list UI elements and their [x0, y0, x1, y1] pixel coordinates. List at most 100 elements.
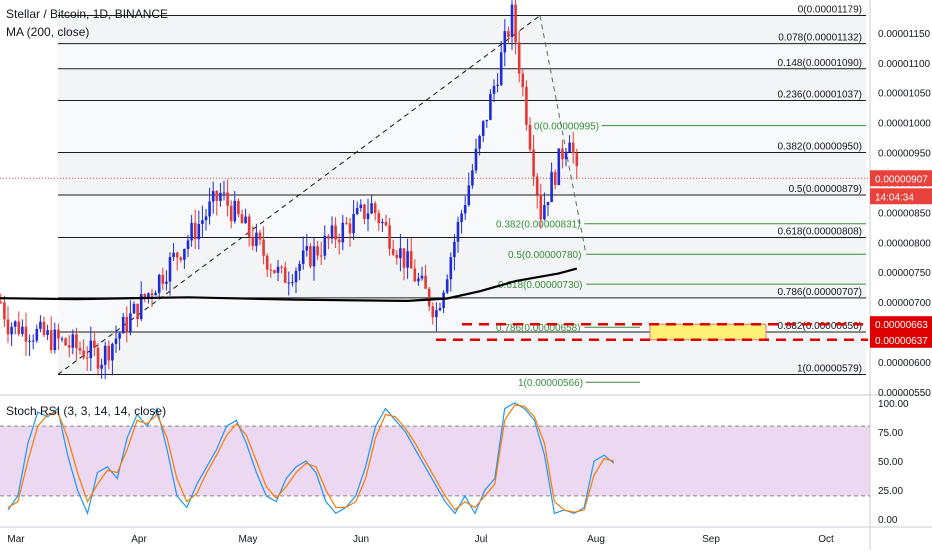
candle-body	[557, 148, 561, 185]
candle-body	[431, 306, 435, 318]
price-badge-label: 0.00000663	[875, 320, 928, 331]
candle-body	[449, 257, 453, 280]
fib-level-label: 0.882(0.00000650)	[777, 321, 862, 332]
candle-body	[453, 241, 456, 258]
candle-body	[525, 86, 528, 125]
candle-body	[341, 222, 345, 243]
time-tick-label: Oct	[818, 534, 834, 545]
candle-body	[517, 42, 521, 74]
candle-body	[496, 84, 499, 86]
candle-body	[82, 350, 85, 358]
time-tick-label: Apr	[131, 534, 147, 545]
candle-body	[521, 73, 525, 87]
symbol-title: Stellar / Bitcoin, 1D, BINANCE	[6, 7, 169, 21]
candle-body	[399, 248, 402, 259]
stoch-band	[0, 426, 870, 496]
candle-body	[337, 239, 341, 243]
candle-body	[237, 200, 240, 215]
fib-band	[58, 43, 866, 69]
candle-body	[165, 281, 168, 284]
candle-body	[24, 326, 28, 342]
price-tick-label: 0.00000800	[878, 238, 931, 249]
candle-body	[197, 224, 201, 240]
fib-level-label: 0.5(0.00000879)	[789, 184, 862, 195]
candle-body	[561, 148, 564, 160]
candle-body	[183, 248, 186, 260]
price-tick-label: 0.00000950	[878, 149, 931, 160]
price-badge-label: 0.00000907	[875, 174, 928, 185]
candle-body	[571, 142, 575, 154]
candle-body	[114, 338, 118, 344]
candle-body	[21, 326, 24, 335]
candle-body	[35, 328, 39, 341]
fib-level-label: 1(0.00000579)	[797, 363, 862, 374]
candle-body	[471, 170, 474, 186]
candle-body	[568, 142, 571, 152]
candle-body	[107, 345, 111, 361]
candle-body	[46, 330, 49, 335]
candle-body	[211, 191, 215, 202]
candle-body	[363, 204, 366, 220]
candle-body	[276, 266, 280, 273]
candle-body	[348, 223, 352, 234]
candle-body	[438, 308, 442, 311]
candle-body	[492, 85, 496, 94]
price-tick-label: 0.00000700	[878, 298, 931, 309]
candle-body	[316, 246, 319, 256]
candle-body	[553, 172, 557, 185]
price-tick-label: 0.00001050	[878, 89, 931, 100]
candle-body	[294, 270, 298, 283]
candle-body	[319, 255, 323, 257]
candle-body	[186, 240, 190, 249]
support-zone	[649, 323, 767, 341]
candle-body	[298, 264, 301, 271]
stoch-tick-label: 0.00	[878, 515, 898, 526]
candle-body	[514, 4, 517, 43]
candle-body	[255, 232, 258, 246]
time-tick-label: Jul	[475, 534, 488, 545]
candle-body	[53, 329, 57, 351]
fib-level-label: 0(0.00001179)	[798, 5, 862, 16]
candle-body	[67, 345, 71, 348]
fib-band	[58, 237, 866, 298]
candle-body	[71, 334, 75, 348]
candle-body	[291, 282, 294, 284]
candle-body	[417, 278, 420, 282]
candle-body	[229, 205, 233, 222]
candle-body	[539, 194, 543, 220]
candle-body	[485, 119, 489, 122]
candle-body	[147, 293, 150, 299]
ma200-line	[0, 267, 578, 303]
price-badge	[870, 331, 932, 348]
fib-level-label: 0.236(0.00001037)	[777, 89, 862, 100]
candle-body	[370, 203, 373, 214]
price-badge-label: 14:04:34	[875, 192, 914, 203]
trend-line-2	[539, 15, 587, 255]
fib-level-label: 0.382(0.00000950)	[777, 142, 862, 153]
candles	[0, 0, 579, 380]
fib-level-label: 0.786(0.00000707)	[777, 287, 862, 298]
candle-body	[312, 246, 316, 267]
candle-body	[233, 200, 237, 222]
time-tick-label: Mar	[7, 534, 25, 545]
stoch-indicator-label: Stoch RSI (3, 3, 14, 14, close)	[6, 404, 167, 418]
fib-band	[58, 68, 866, 101]
candle-body	[535, 176, 539, 195]
price-badge	[870, 188, 932, 205]
stoch-line-1	[7, 404, 615, 513]
candle-body	[366, 213, 370, 220]
candle-body	[402, 248, 406, 268]
candle-body	[193, 222, 197, 240]
candle-body	[215, 191, 219, 201]
candle-body	[481, 121, 485, 137]
candle-body	[287, 282, 291, 284]
candle-body	[373, 203, 377, 214]
candle-body	[175, 252, 179, 258]
candle-body	[179, 257, 183, 260]
candle-body	[78, 348, 82, 351]
candle-body	[550, 172, 553, 203]
fib-level-label: 0.078(0.00001132)	[778, 33, 862, 44]
price-tick-label: 0.00000850	[878, 208, 931, 219]
candle-body	[309, 246, 312, 267]
